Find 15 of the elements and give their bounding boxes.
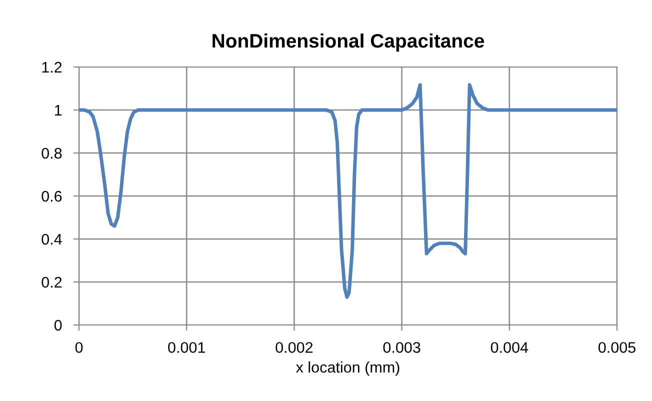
x-tick-label: 0.003 [383, 342, 420, 353]
x-tick-label: 0.004 [490, 342, 528, 353]
y-tick-label: 1.2 [42, 62, 62, 73]
y-tick-label: 0.2 [42, 276, 62, 288]
chart-title: NonDimensional Capacitance [212, 33, 484, 52]
x-axis-title: x location (mm) [296, 361, 400, 376]
x-tick-label: 0.001 [168, 342, 205, 353]
y-tick-label: 0.6 [42, 190, 62, 202]
y-tick-label: 0.4 [42, 234, 62, 245]
y-tick-label: 0.8 [42, 148, 62, 159]
x-tick-label: 0.005 [598, 342, 636, 353]
x-tick-label: 0 [75, 342, 83, 353]
y-tick-label: 1 [55, 105, 62, 116]
x-tick-label: 0.002 [276, 342, 313, 353]
y-tick-label: 0 [54, 320, 62, 331]
